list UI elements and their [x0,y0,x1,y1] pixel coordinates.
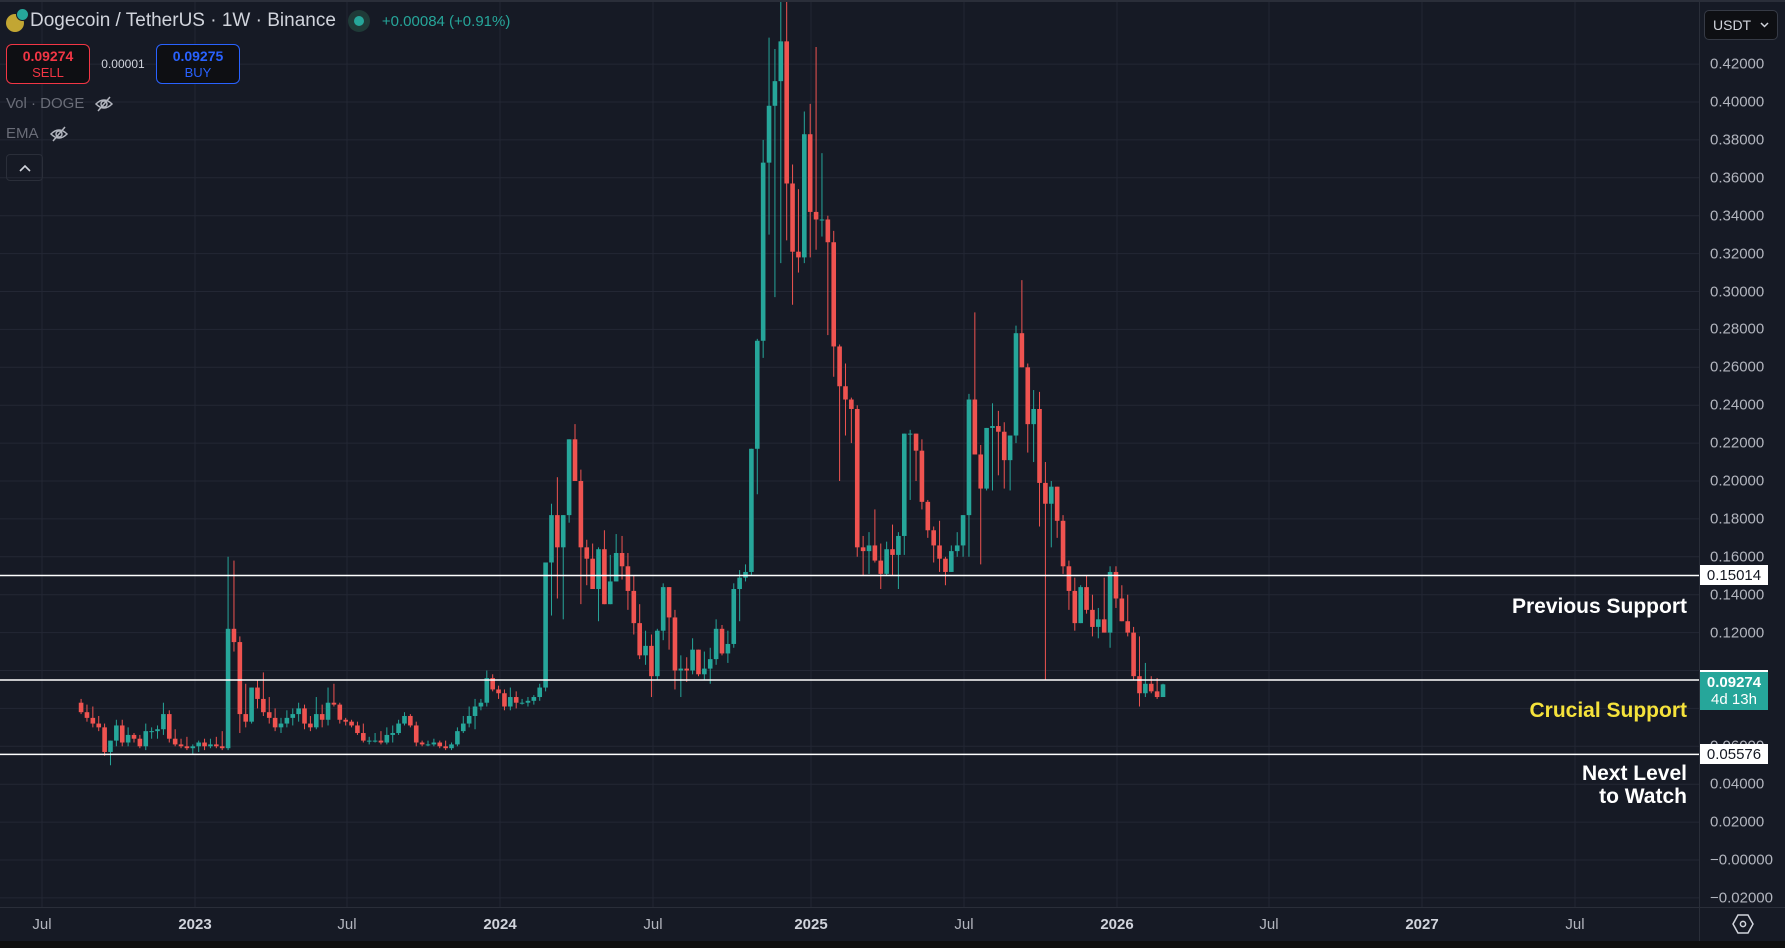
time-tick-label: Jul [954,916,974,933]
price-tick-label: 0.38000 [1710,131,1765,149]
buy-price: 0.09275 [172,47,224,64]
candles [78,2,1166,766]
sell-label: SELL [32,64,64,80]
chart-settings-button[interactable] [1699,907,1785,941]
currency-select[interactable]: USDT [1704,10,1778,40]
time-tick-label: Jul [337,916,357,933]
time-tick-label: Jul [32,916,52,933]
price-tick-label: 0.24000 [1710,396,1765,414]
price-tick-label: 0.12000 [1710,624,1765,642]
time-tick-label: 2024 [483,916,517,933]
price-tick-label: 0.18000 [1710,510,1765,528]
candlestick-chart[interactable] [0,2,1699,907]
time-tick-label: Jul [1565,916,1585,933]
price-tick-label: 0.26000 [1710,358,1765,376]
grid [0,2,1699,907]
time-tick-label: 2027 [1405,916,1439,933]
indicator-ema[interactable]: EMA [6,125,69,142]
time-tick-label: 2026 [1100,916,1134,933]
price-axis[interactable]: 0.42000 0.40000 0.38000 0.36000 0.34000 0.320… [1699,2,1785,907]
chevron-down-icon [1760,22,1769,28]
price-tick-label: 0.04000 [1710,775,1765,793]
buy-label: BUY [184,64,212,80]
price-tick-label: 0.40000 [1710,93,1765,111]
trade-panel: 0.09274 SELL 0.00001 0.09275 BUY [6,44,240,84]
level-price-tag: 0.05576 [1700,744,1768,765]
level-annotation: Previous Support [1511,595,1687,618]
price-tick-label: 0.16000 [1710,548,1765,566]
gear-icon [1731,914,1754,934]
time-tick-label: Jul [1259,916,1279,933]
bottom-bar [0,941,1785,948]
price-change: +0.00084 (+0.91%) [381,12,511,30]
price-tick-label: 0.14000 [1710,586,1765,604]
buy-button[interactable]: 0.09275 BUY [156,44,240,84]
sell-price: 0.09274 [22,47,74,64]
time-tick-label: Jul [643,916,663,933]
price-tick-label: −0.00000 [1710,851,1773,869]
price-tick-label: 0.22000 [1710,434,1765,452]
chevron-up-icon [18,164,31,172]
indicator-volume[interactable]: Vol · DOGE [6,95,114,112]
price-tick-label: 0.32000 [1710,245,1765,263]
time-tick-label: 2023 [178,916,212,933]
time-tick-label: 2025 [794,916,828,933]
price-tick-label: 0.02000 [1710,813,1765,831]
indicator-label: EMA [6,125,39,142]
dogecoin-icon [6,8,29,32]
price-tick-label: 0.42000 [1710,55,1765,73]
level-annotation: Next Level to Watch [1581,762,1687,808]
level-annotation: Crucial Support [1529,699,1687,722]
time-axis[interactable]: Jul 2023 Jul 2024 Jul 2025 Jul 2026 Jul 2027 Jul [0,907,1785,941]
symbol-title[interactable]: Dogecoin / TetherUS · 1W · Binance [30,10,336,31]
price-tick-label: 0.28000 [1710,320,1765,338]
eye-off-icon[interactable] [94,96,114,112]
last-price-tag: 0.09274 4d 13h [1700,672,1768,711]
last-price-value: 0.09274 [1706,674,1762,692]
spread-value: 0.00001 [101,57,145,71]
bar-countdown: 4d 13h [1711,691,1757,709]
eye-off-icon[interactable] [49,126,69,142]
sell-button[interactable]: 0.09274 SELL [6,44,90,84]
price-tick-label: 0.36000 [1710,169,1765,187]
symbol-legend: Dogecoin / TetherUS · 1W · Binance +0.00… [6,8,511,32]
level-price-tag: 0.15014 [1700,565,1768,586]
market-status-icon[interactable] [347,10,370,32]
price-tick-label: 0.34000 [1710,207,1765,225]
price-tick-label: 0.20000 [1710,472,1765,490]
currency-value: USDT [1713,17,1752,33]
indicator-label: Vol · DOGE [6,95,85,112]
price-tick-label: 0.30000 [1710,283,1765,300]
collapse-legend-button[interactable] [6,154,43,181]
support-levels [0,574,1699,756]
price-tick-label: −0.02000 [1710,889,1773,907]
